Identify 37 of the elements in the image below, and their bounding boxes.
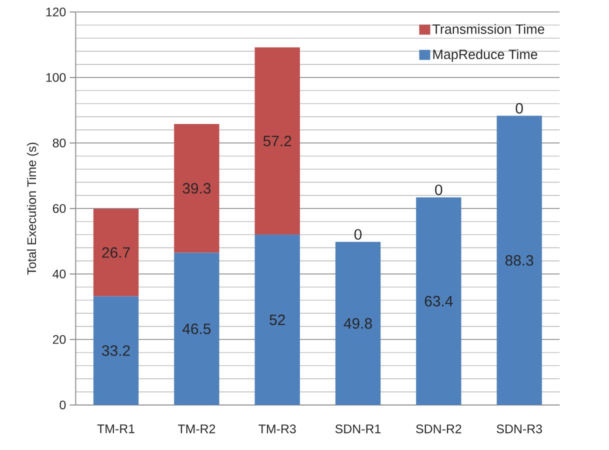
data-label: 39.3 bbox=[182, 183, 211, 194]
y-tick-label: 60 bbox=[52, 204, 66, 213]
bar bbox=[254, 234, 300, 405]
data-label: 63.4 bbox=[424, 296, 453, 306]
y-axis-title: Total Execution Time (s) bbox=[26, 142, 39, 275]
y-tick-label: 0 bbox=[60, 400, 66, 410]
bar bbox=[174, 252, 220, 405]
y-tick-label: 120 bbox=[46, 8, 66, 16]
bar bbox=[93, 208, 139, 296]
y-tick-label: 100 bbox=[46, 73, 66, 82]
data-label: 52 bbox=[270, 314, 285, 326]
data-label: 26.7 bbox=[102, 247, 130, 258]
data-label: 46.5 bbox=[182, 324, 211, 334]
x-tick-label: TM-R1 bbox=[97, 424, 134, 434]
x-tick-label: SDN-R3 bbox=[496, 424, 542, 434]
bar bbox=[93, 296, 139, 405]
data-label: 57.2 bbox=[263, 136, 292, 146]
y-tick-label: 80 bbox=[52, 138, 66, 148]
data-label: 88.3 bbox=[505, 255, 534, 266]
data-label: 33.2 bbox=[102, 345, 130, 356]
bar bbox=[254, 47, 300, 235]
data-label: 0 bbox=[354, 229, 362, 240]
legend-label: Transmission Time bbox=[432, 24, 544, 34]
x-tick-label: SDN-R2 bbox=[416, 424, 462, 434]
legend-label: MapReduce Time bbox=[433, 49, 538, 62]
y-tick-label: 40 bbox=[52, 270, 66, 278]
data-label: 0 bbox=[435, 184, 442, 196]
data-label: 49.8 bbox=[344, 318, 372, 329]
bar bbox=[174, 124, 220, 253]
bar bbox=[496, 116, 542, 405]
data-label: 0 bbox=[516, 103, 523, 114]
bar bbox=[335, 242, 381, 405]
x-tick-label: TM-R2 bbox=[178, 424, 216, 434]
y-tick-label: 20 bbox=[52, 335, 66, 344]
x-tick-label: TM-R3 bbox=[258, 424, 296, 434]
x-tick-label: SDN-R1 bbox=[335, 424, 381, 434]
bar bbox=[416, 197, 462, 405]
